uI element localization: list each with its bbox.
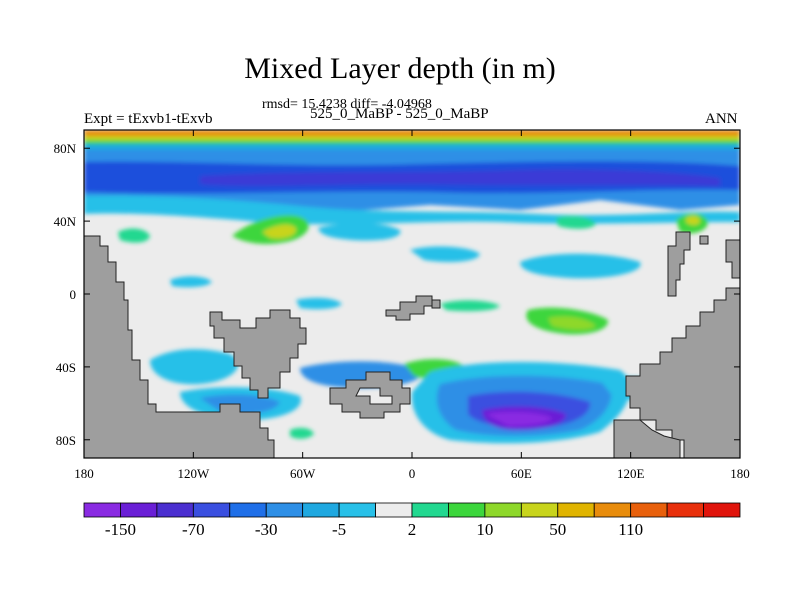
experiment-label: Expt = tExvb1-tExvb xyxy=(84,111,213,127)
x-tick-label: 60W xyxy=(290,466,316,481)
equatorial-island-a xyxy=(385,295,433,321)
colorbar-swatch xyxy=(484,502,522,518)
colorbar-swatch xyxy=(557,502,595,518)
east-yellow-core xyxy=(686,215,700,225)
southern-island xyxy=(329,371,411,419)
green-patch-b xyxy=(556,216,596,229)
colorbar-label: 50 xyxy=(549,520,566,539)
x-tick-label: 120E xyxy=(617,466,645,481)
colorbar-swatch xyxy=(265,502,304,518)
colorbar-swatch xyxy=(520,502,559,518)
southern-green-dot xyxy=(290,427,314,439)
colorbar-swatch xyxy=(448,502,486,518)
colorbar-label: 110 xyxy=(618,520,643,539)
colorbar-swatch xyxy=(338,502,376,518)
tropical-green-patch-a xyxy=(440,300,500,312)
x-axis: 180 120W 60W 0 60E 120E 180 xyxy=(74,130,750,481)
x-tick-label: 120W xyxy=(177,466,210,481)
colorbar-swatch xyxy=(703,502,741,518)
colorbar-swatch xyxy=(666,502,704,518)
southern-cyan-patch-a xyxy=(150,349,239,385)
colorbar-swatch xyxy=(192,502,231,518)
x-tick-label: 180 xyxy=(730,466,750,481)
western-continent xyxy=(84,235,275,458)
eastern-continent xyxy=(625,287,740,458)
eastern-islet xyxy=(699,235,709,245)
x-tick-label: 180 xyxy=(74,466,94,481)
map-field xyxy=(84,130,740,458)
colorbar-label: -5 xyxy=(332,520,346,539)
x-tick-label: 0 xyxy=(409,466,416,481)
x-tick-label: 60E xyxy=(511,466,532,481)
colorbar-swatch xyxy=(593,502,632,518)
colorbar-label: -150 xyxy=(105,520,136,539)
tropical-cyan-patch-c xyxy=(170,276,212,288)
tropical-cyan-patch-d xyxy=(296,297,342,310)
southern-violet-core xyxy=(486,411,552,426)
y-tick-label: 80S xyxy=(56,433,76,448)
eastern-peninsula-a xyxy=(667,231,691,297)
north-atlantic-yellow-core xyxy=(262,224,297,239)
colorbar-swatch xyxy=(229,502,267,518)
colorbar-label: 2 xyxy=(408,520,417,539)
north-pacific-cyan-patch xyxy=(318,222,401,241)
central-continent xyxy=(209,309,307,399)
y-tick-label: 40N xyxy=(54,214,77,229)
colorbar-swatch xyxy=(120,502,158,518)
tropical-cyan-patch-b xyxy=(410,246,480,262)
colorbar-label: 10 xyxy=(476,520,493,539)
season-label: ANN xyxy=(705,111,738,127)
y-tick-label: 80N xyxy=(54,141,77,156)
chart-subtitle: 525_0_MaBP - 525_0_MaBP xyxy=(310,106,489,122)
southeast-continent xyxy=(613,419,681,458)
eastern-peninsula-b xyxy=(725,239,740,279)
colorbar: -150 -70 -30 -5 2 10 50 110 xyxy=(83,502,741,539)
west-green-patch xyxy=(118,228,150,243)
chart-title: Mixed Layer depth (in m) xyxy=(244,52,556,85)
tropical-green-core xyxy=(548,316,596,330)
north-band-darkest xyxy=(200,169,720,186)
colorbar-swatch xyxy=(83,502,121,518)
y-tick-label: 40S xyxy=(56,360,76,375)
tropical-cyan-patch-a xyxy=(520,253,641,279)
colorbar-swatch xyxy=(156,502,194,518)
stats-line: rmsd= 15.4238 diff= -4.04968 xyxy=(262,97,432,112)
y-axis: 80N 40N 0 40S 80S xyxy=(54,141,740,448)
colorbar-swatch xyxy=(375,502,413,518)
colorbar-swatch xyxy=(411,502,449,518)
arctic-band-yellow xyxy=(84,136,740,140)
colorbar-swatch xyxy=(630,502,668,518)
y-tick-label: 0 xyxy=(70,287,77,302)
arctic-band-green xyxy=(84,140,740,144)
equatorial-island-b xyxy=(431,299,441,309)
land-masses xyxy=(84,231,740,458)
colorbar-swatch xyxy=(302,502,340,518)
colorbar-label: -70 xyxy=(182,520,205,539)
colorbar-label: -30 xyxy=(255,520,278,539)
